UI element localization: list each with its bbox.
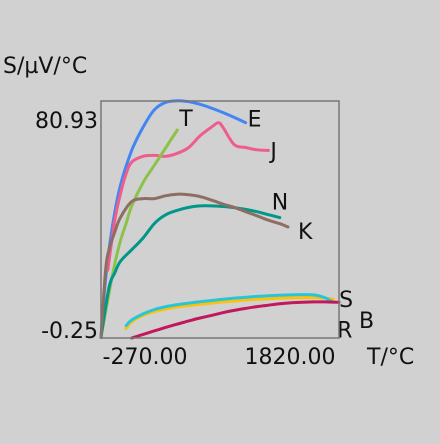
x-tick-label-max: 1820.00	[245, 345, 336, 370]
y-tick-label-max: 80.93	[35, 109, 98, 134]
series-label-n: N	[272, 191, 288, 216]
series-label-j: J	[268, 139, 277, 164]
curves-layer	[99, 99, 341, 340]
series-label-r: R	[337, 318, 352, 343]
series-line-k	[99, 192, 290, 339]
series-line-b	[130, 300, 341, 340]
x-axis-label: T/°C	[366, 345, 414, 370]
plot-frame	[100, 100, 340, 339]
series-label-t: T	[178, 107, 193, 132]
y-tick-label-min: -0.25	[41, 319, 98, 344]
series-label-s: S	[339, 288, 353, 313]
x-tick-label-min: -270.00	[103, 345, 188, 370]
curve-labels-layer: EJ T NK RSB	[178, 107, 374, 343]
series-line-r	[124, 296, 335, 330]
y-axis-label: S/µV/°C	[3, 54, 87, 79]
series-label-b: B	[359, 309, 374, 334]
series-label-k: K	[298, 220, 313, 245]
series-label-e: E	[248, 108, 262, 133]
series-line-s	[124, 293, 335, 328]
series-line-j	[106, 121, 270, 272]
series-line-n	[99, 204, 282, 339]
